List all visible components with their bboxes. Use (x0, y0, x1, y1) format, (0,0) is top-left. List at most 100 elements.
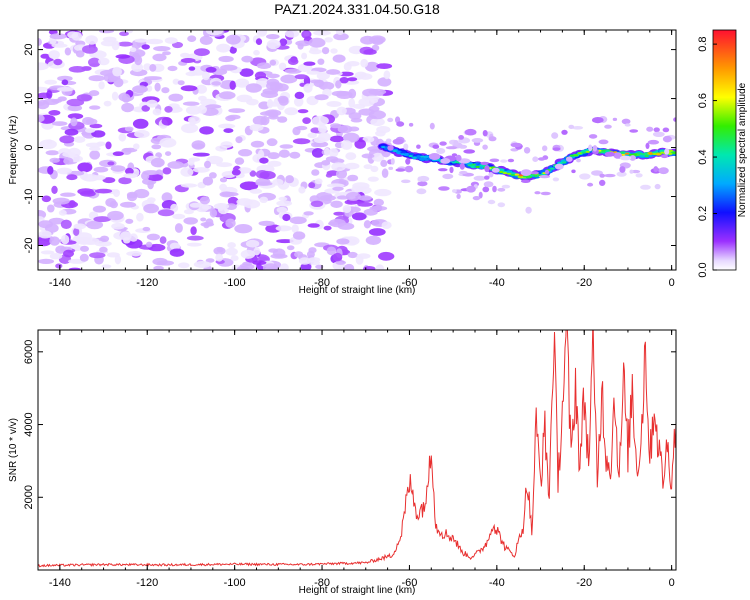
spectrogram-cell (482, 186, 490, 193)
spectrogram-cell (141, 44, 150, 50)
spectrogram-cell (345, 191, 361, 201)
spectrogram-cell (365, 235, 382, 245)
spectrogram-cell (49, 33, 67, 40)
spectrogram-cell (284, 68, 302, 74)
y-tick-label: -10 (23, 189, 35, 205)
spectrogram-cell (452, 189, 457, 193)
spectrogram-cell (592, 145, 598, 152)
colorbar-tick-label: 0.8 (697, 36, 709, 51)
spectrogram-cell (330, 123, 342, 129)
spectrogram-cell (118, 177, 132, 185)
spectrogram-cell (400, 153, 406, 156)
spectrogram-cell (205, 104, 222, 109)
spectrogram-cell (101, 264, 112, 269)
spectrogram-cell (363, 266, 376, 270)
spectrogram-cell (280, 263, 289, 270)
spectrogram-cell (236, 198, 253, 206)
spectrogram-cell (117, 41, 133, 47)
spectrogram-cell (216, 162, 233, 168)
spectrogram-cell (94, 188, 113, 194)
spectrogram-cell (395, 168, 406, 172)
spectrogram-cell (542, 145, 548, 152)
spectrogram-cell (636, 152, 642, 155)
spectrogram-cell (526, 176, 531, 179)
spectrogram-cell (132, 85, 148, 94)
spectrogram-cell (204, 160, 211, 169)
spectrogram-cell (325, 156, 339, 163)
spectrogram-cell (284, 107, 299, 116)
spectrogram-cell (404, 165, 414, 173)
spectrogram-cell (628, 153, 634, 156)
spectrogram-cell (205, 258, 215, 263)
spectrogram-cell (278, 149, 290, 158)
spectrogram-cell (144, 76, 162, 81)
spectrogram-cell (113, 189, 120, 198)
spectrogram-cell (591, 170, 603, 176)
spectrogram-cell (272, 178, 284, 186)
spectrogram-cell (647, 139, 660, 145)
snr-line (38, 330, 676, 568)
spectrogram-cell (245, 83, 262, 93)
spectrogram-cell (392, 138, 404, 145)
spectrogram-cell (329, 135, 345, 143)
spectrogram-cell (46, 90, 53, 99)
spectrogram-cell (111, 91, 119, 101)
spectrogram-cell (159, 137, 177, 148)
spectrogram-cell (174, 223, 183, 233)
spectrogram-cell (51, 185, 58, 194)
spectrogram-cell (215, 145, 228, 152)
spectrogram-cell (317, 58, 325, 65)
spectrogram-cell (126, 30, 133, 34)
spectrogram-cell (45, 150, 59, 156)
spectrogram-cell (276, 239, 294, 244)
spectrogram-cell (269, 59, 277, 66)
spectrogram-cell (167, 161, 184, 169)
y-tick-label: 6000 (23, 340, 35, 364)
spectrogram-cell (336, 238, 350, 245)
spectrogram-cell (370, 117, 385, 127)
spectrogram-cell (316, 72, 330, 80)
spectrogram-cell (315, 264, 324, 269)
spectrogram-cell (660, 154, 669, 159)
spectrogram-cell (143, 203, 160, 214)
spectrogram-cell (229, 46, 237, 54)
spectrogram-cell (387, 145, 394, 151)
spectrogram-cell (147, 197, 156, 203)
spectrogram-cell (348, 98, 356, 108)
snr-x-axis: -140 -120 -100 -80 -60 -40 -20 0 (37, 330, 675, 589)
spectrogram-cell (292, 138, 311, 145)
spectrogram-cell (60, 219, 72, 229)
spectrogram-cell (209, 172, 217, 179)
spectrogram-cell (332, 252, 343, 262)
spectrogram-cell (321, 160, 331, 166)
spectrogram-cell (502, 172, 508, 174)
spectrogram-cell (354, 139, 367, 149)
spectrogram-cell (89, 252, 106, 259)
spectrogram-cell (538, 157, 546, 161)
spectrogram-cell (239, 81, 249, 86)
colorbar-tick-label: 0.2 (697, 206, 709, 221)
spectrogram-cell (673, 117, 676, 122)
spectrogram-cell (49, 157, 60, 163)
spectrogram-cell (48, 217, 65, 225)
spectrogram-cell (89, 105, 101, 110)
colorbar-label: Normalized spectral amplitude (737, 82, 748, 217)
spectrogram-cell (266, 39, 281, 50)
spectrogram-cell (325, 173, 333, 178)
spectrogram-cell (48, 50, 60, 60)
spectrogram-cell (346, 61, 360, 67)
spectrogram-cell (330, 200, 343, 208)
spectrogram-cell (73, 227, 80, 236)
spectrogram-cell (71, 31, 83, 41)
spectrogram-cell (463, 149, 476, 154)
snr-frame (37, 329, 677, 571)
chart-title: PAZ1.2024.331.04.50.G18 (274, 1, 440, 17)
spectrogram-cell (105, 198, 117, 207)
spectrogram-cell (286, 245, 295, 251)
spectrogram-cell (337, 125, 353, 134)
spectrogram-cell (114, 255, 122, 265)
spectrogram-cell (373, 198, 384, 207)
spectrogram-cell (341, 140, 353, 150)
spectrogram-cell (361, 153, 375, 159)
spectrogram-cell (285, 175, 294, 184)
